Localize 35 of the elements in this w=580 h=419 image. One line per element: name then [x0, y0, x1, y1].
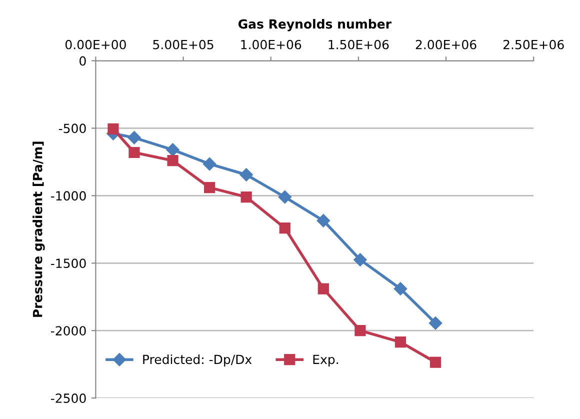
point: [240, 191, 252, 203]
point: [354, 325, 366, 336]
x-tick-label: 0.00E+00: [65, 40, 126, 50]
x-tick-label: 2.00E+06: [416, 40, 476, 50]
x-axis-title: Gas Reynolds number: [238, 19, 392, 32]
point: [279, 222, 290, 234]
y-tick-label: -1500: [50, 258, 86, 268]
legend-label: Predicted: -Dp/Dx: [143, 354, 252, 367]
point: [240, 168, 253, 182]
point: [128, 131, 141, 144]
x-tick-label: 5.00E+05: [153, 40, 214, 50]
x-tick-label: 1.50E+06: [328, 40, 389, 50]
y-tick-label: -2000: [50, 326, 86, 336]
point: [167, 155, 178, 166]
x-tick-label: 1.00E+06: [241, 40, 302, 50]
point: [278, 190, 292, 204]
point: [354, 253, 367, 266]
point: [394, 336, 406, 348]
point: [318, 283, 329, 294]
y-tick-label: -500: [58, 124, 86, 134]
point: [428, 316, 442, 330]
point: [108, 123, 119, 134]
y-tick-label: 0: [80, 56, 86, 66]
point: [202, 157, 216, 171]
point: [316, 214, 330, 228]
point: [394, 282, 408, 296]
y-tick-label: -2500: [50, 394, 86, 403]
point: [128, 146, 140, 158]
y-tick-label: -1000: [50, 191, 86, 201]
y-axis-title: Pressure gradient [Pa/m]: [32, 142, 45, 317]
legend-label: Exp.: [313, 354, 338, 367]
point: [430, 356, 442, 368]
x-tick-label: 2.50E+06: [503, 40, 564, 50]
point: [166, 143, 180, 156]
point: [204, 182, 216, 194]
